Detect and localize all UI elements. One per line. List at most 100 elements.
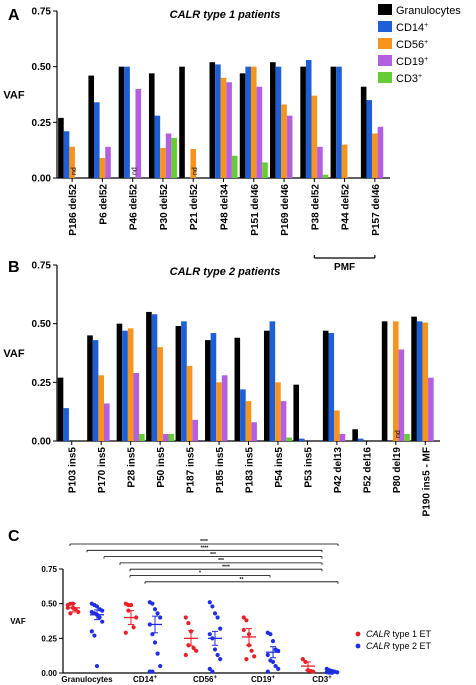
- bar: [69, 146, 75, 178]
- data-point: [335, 670, 340, 675]
- y-tick-label: 0.25: [32, 118, 52, 129]
- x-tick-label: P21 del52: [189, 184, 200, 231]
- bar: [92, 340, 99, 441]
- bar: [160, 147, 166, 178]
- bar: [88, 75, 95, 178]
- data-point: [268, 632, 273, 637]
- bar: [165, 133, 172, 178]
- nd-annotation: nd: [395, 430, 402, 438]
- legend-label-rest: type 2 ET: [390, 641, 432, 651]
- data-point: [158, 615, 163, 620]
- sig-label: ****: [200, 539, 208, 545]
- data-point: [152, 607, 158, 612]
- bar: [215, 64, 221, 178]
- data-point: [241, 627, 246, 633]
- y-tick-label: 0.75: [32, 261, 52, 272]
- y-tick-label: 0.50: [41, 600, 57, 609]
- bar: [393, 321, 399, 441]
- legend-label-italic: CALR: [366, 629, 391, 639]
- bar: [263, 330, 270, 441]
- chart-title-italic: CALR type 1: [170, 9, 235, 21]
- chart-title: CALR type 1 patients: [170, 9, 281, 21]
- data-point: [212, 647, 218, 652]
- data-point: [194, 648, 199, 653]
- legend-swatch: [378, 55, 392, 66]
- x-tick-label: Granulocytes: [61, 675, 113, 684]
- legend-swatch: [378, 38, 392, 49]
- bar: [87, 335, 93, 441]
- data-point: [94, 604, 100, 609]
- chart-title: CALR type 2 patients: [170, 266, 281, 278]
- y-tick-label: 0.75: [32, 7, 52, 18]
- bar: [339, 433, 346, 441]
- data-point: [252, 654, 257, 659]
- legend-label: CD3+: [396, 73, 422, 85]
- bar: [398, 349, 405, 441]
- data-point: [186, 620, 191, 626]
- bar: [127, 328, 134, 441]
- bar: [157, 347, 163, 441]
- bar: [286, 437, 292, 441]
- bar: [94, 102, 100, 178]
- x-tick-label: P187 ins5: [186, 447, 197, 494]
- bar: [98, 375, 104, 441]
- data-point: [186, 643, 191, 648]
- bar: [381, 321, 388, 441]
- data-point: [215, 615, 220, 620]
- bar: [146, 311, 152, 441]
- bar: [300, 66, 306, 178]
- sig-label: *: [199, 571, 201, 577]
- chart-title-rest: patients: [235, 9, 280, 21]
- bar: [428, 377, 434, 441]
- bar: [124, 66, 130, 178]
- data-point: [218, 657, 223, 662]
- sig-label: ***: [218, 558, 224, 564]
- data-point: [183, 615, 188, 620]
- x-tick-label: P46 del52: [129, 184, 140, 231]
- bar: [231, 155, 238, 178]
- data-point: [150, 669, 155, 674]
- x-tick-label: P42 del13: [333, 447, 344, 494]
- sig-label: ****: [222, 564, 230, 570]
- data-point: [249, 648, 254, 653]
- bar: [240, 389, 246, 441]
- y-tick-label: 0.50: [32, 319, 52, 330]
- x-tick-label-sup: +: [271, 675, 275, 681]
- x-tick-label: CD56+: [193, 675, 217, 684]
- x-tick-label: P6 del52: [98, 184, 109, 225]
- x-tick-label: P190 ins5 - MF: [421, 447, 432, 516]
- y-tick-label: 0.00: [41, 669, 57, 678]
- x-tick-label: P103 ins5: [68, 447, 79, 494]
- bar: [190, 149, 197, 178]
- x-tick-label-sup: +: [213, 675, 217, 681]
- bar: [317, 146, 323, 178]
- data-point: [215, 652, 220, 658]
- legend-marker: [355, 631, 361, 637]
- bar: [175, 326, 182, 441]
- bar: [245, 66, 251, 178]
- data-point: [241, 615, 246, 620]
- bar: [275, 382, 281, 441]
- pmf-bracket-label: PMF: [334, 262, 355, 273]
- x-tick-label: P80 del19: [392, 447, 403, 494]
- bar: [118, 66, 125, 178]
- y-tick-label: 0.75: [41, 565, 57, 574]
- data-point: [300, 657, 305, 662]
- legend-label: CD14+: [396, 22, 428, 34]
- bar: [210, 333, 217, 441]
- data-point: [207, 600, 212, 605]
- bar: [250, 66, 257, 178]
- data-point: [183, 652, 188, 658]
- x-tick-label: P54 ins5: [274, 447, 285, 488]
- bar: [179, 66, 185, 178]
- bar: [336, 66, 342, 178]
- bar: [245, 401, 252, 441]
- bar: [270, 62, 276, 178]
- y-axis-label: VAF: [10, 617, 26, 626]
- data-point: [100, 608, 105, 613]
- data-point: [100, 619, 105, 624]
- y-tick-label: 0.25: [32, 378, 52, 389]
- bar: [154, 115, 161, 178]
- bar: [305, 59, 312, 179]
- y-tick-label: 0.50: [32, 62, 52, 73]
